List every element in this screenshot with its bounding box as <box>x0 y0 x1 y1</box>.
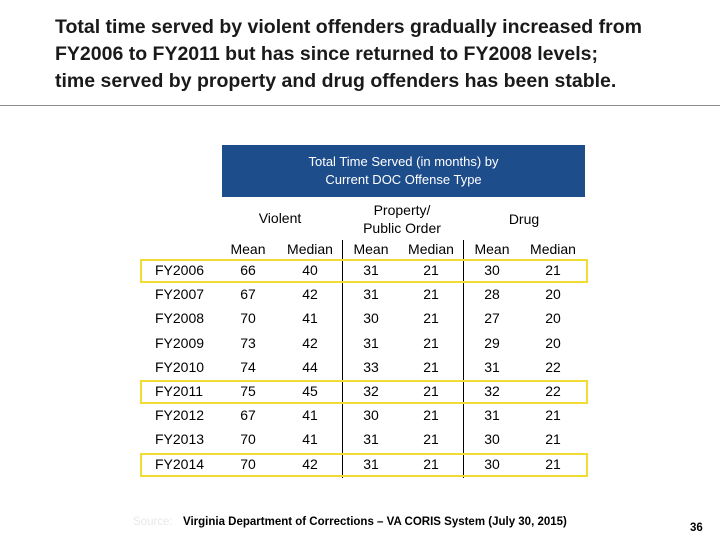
group-header-property-line-1: Property/ <box>373 202 431 218</box>
table-cell: 22 <box>545 358 561 375</box>
row-year-label: FY2014 <box>155 455 205 472</box>
table-cell: 70 <box>240 455 256 472</box>
row-year-label: FY2012 <box>155 407 205 424</box>
table-cell: 28 <box>484 286 500 303</box>
table-cell: 41 <box>302 431 318 448</box>
column-header-median: Median <box>287 241 333 257</box>
table-cell: 30 <box>484 262 500 278</box>
table-cell: 21 <box>545 431 561 448</box>
group-header-property: Property/ Public Order <box>340 201 464 237</box>
row-year-label: FY2007 <box>155 286 205 303</box>
table-cell: 21 <box>545 455 561 472</box>
table-cell: 32 <box>484 383 500 399</box>
source-citation: Virginia Department of Corrections – VA … <box>183 516 567 528</box>
table-cell: 73 <box>240 334 256 351</box>
headline: Total time served by violent offenders g… <box>55 14 695 95</box>
group-header-violent: Violent <box>258 210 302 226</box>
table-cell: 21 <box>423 383 439 399</box>
table-cell: 21 <box>423 262 439 278</box>
column-header-mean: Mean <box>474 241 510 257</box>
row-year-label: FY2011 <box>155 383 203 399</box>
table-cell: 30 <box>484 455 500 472</box>
table-cell: 21 <box>423 431 439 448</box>
table-cell: 67 <box>240 286 256 303</box>
row-year-label: FY2010 <box>155 358 205 375</box>
table-cell: 31 <box>363 334 379 351</box>
row-year-label: FY2006 <box>155 262 205 278</box>
table-cell: 31 <box>363 262 379 278</box>
page-number: 36 <box>690 522 703 534</box>
group-header-property-line-2: Public Order <box>363 220 441 236</box>
table-cell: 44 <box>302 358 318 375</box>
table-cell: 30 <box>363 407 379 424</box>
table-cell: 45 <box>302 383 318 399</box>
table-cell: 21 <box>423 334 439 351</box>
table-cell: 41 <box>302 310 318 327</box>
row-year-label: FY2009 <box>155 334 205 351</box>
column-divider-2 <box>463 240 464 478</box>
table-cell: 70 <box>240 310 256 327</box>
table-cell: 42 <box>302 455 318 472</box>
table-cell: 21 <box>545 407 561 424</box>
headline-line-1: Total time served by violent offenders g… <box>55 16 642 38</box>
table-cell: 42 <box>302 286 318 303</box>
table-cell: 66 <box>240 262 256 278</box>
table-cell: 31 <box>363 455 379 472</box>
table-cell: 22 <box>545 383 561 399</box>
row-highlight-box <box>140 380 588 404</box>
table-cell: 41 <box>302 407 318 424</box>
table-cell: 21 <box>423 455 439 472</box>
table-cell: 20 <box>545 334 561 351</box>
column-header-mean: Mean <box>230 241 266 257</box>
headline-line-3: time served by property and drug offende… <box>55 70 617 92</box>
table-cell: 21 <box>423 407 439 424</box>
table-cell: 70 <box>240 431 256 448</box>
source-label: Source: <box>133 516 173 528</box>
row-highlight-box <box>140 259 588 283</box>
table-cell: 21 <box>545 262 561 278</box>
row-year-label: FY2008 <box>155 310 205 327</box>
table-title-banner: Total Time Served (in months) by Current… <box>222 145 585 197</box>
table-cell: 32 <box>363 383 379 399</box>
column-divider-1 <box>342 240 343 478</box>
table-cell: 30 <box>363 310 379 327</box>
table-cell: 74 <box>240 358 256 375</box>
headline-line-2: FY2006 to FY2011 but has since returned … <box>55 43 598 65</box>
column-header-mean: Mean <box>353 241 389 257</box>
table-cell: 21 <box>423 286 439 303</box>
table-cell: 31 <box>363 286 379 303</box>
table-cell: 20 <box>545 286 561 303</box>
group-header-drug: Drug <box>508 211 540 227</box>
table-cell: 29 <box>484 334 500 351</box>
row-year-label: FY2013 <box>155 431 205 448</box>
table-cell: 21 <box>423 310 439 327</box>
table-cell: 40 <box>302 262 318 278</box>
table-title-line-2: Current DOC Offense Type <box>325 172 482 187</box>
table-cell: 42 <box>302 334 318 351</box>
table-cell: 33 <box>363 358 379 375</box>
column-header-median: Median <box>408 241 454 257</box>
table-title-line-1: Total Time Served (in months) by <box>308 154 499 169</box>
table-cell: 75 <box>240 383 256 399</box>
table-cell: 67 <box>240 407 256 424</box>
table-cell: 31 <box>484 407 500 424</box>
table-cell: 30 <box>484 431 500 448</box>
table-cell: 21 <box>423 358 439 375</box>
headline-divider <box>0 105 720 106</box>
row-highlight-box <box>140 452 588 477</box>
table-cell: 27 <box>484 310 500 327</box>
table-cell: 20 <box>545 310 561 327</box>
column-header-median: Median <box>530 241 576 257</box>
table-cell: 31 <box>484 358 500 375</box>
table-cell: 31 <box>363 431 379 448</box>
